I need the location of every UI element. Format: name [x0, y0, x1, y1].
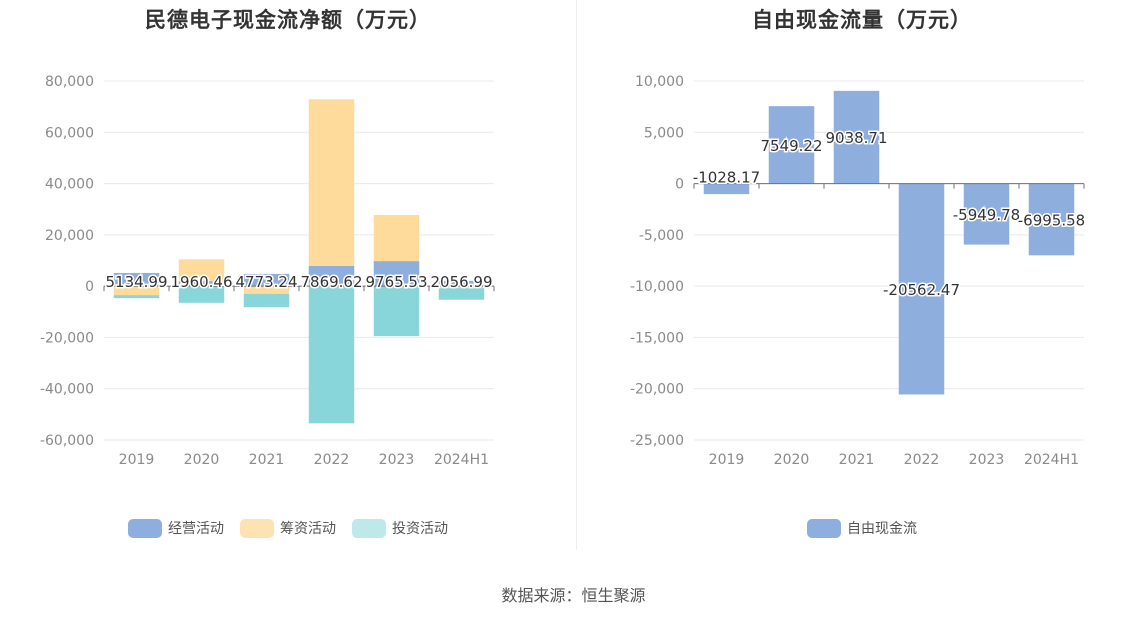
bar	[373, 261, 420, 287]
legend-swatch-free-cash-flow	[807, 518, 841, 538]
data-label: 4773.24	[235, 273, 297, 291]
x-tick-label: 2023	[969, 452, 1005, 468]
x-tick-label: 2019	[119, 452, 155, 468]
bar	[308, 286, 355, 424]
data-label: -6995.58	[1018, 211, 1085, 229]
data-label: 7549.22	[760, 137, 822, 155]
bar	[1028, 183, 1075, 256]
y-tick-label: -10,000	[630, 279, 684, 295]
bar	[438, 288, 485, 300]
panel-divider	[576, 0, 577, 550]
y-tick-label: 20,000	[45, 228, 94, 244]
data-source: 数据来源：恒生聚源	[501, 586, 646, 605]
y-tick-label: -25,000	[630, 433, 684, 449]
bar	[438, 280, 485, 287]
bar	[113, 295, 160, 299]
bar	[178, 286, 225, 303]
bar	[243, 273, 290, 287]
y-tick-label: -5,000	[639, 228, 684, 244]
y-tick-label: -40,000	[40, 382, 94, 398]
x-tick-label: 2020	[184, 452, 220, 468]
x-tick-label: 2021	[839, 452, 875, 468]
cash-flow-chart-title: 民德电子现金流净额（万元）	[145, 8, 431, 32]
x-tick-label: 2024H1	[1024, 452, 1079, 468]
y-tick-label: -60,000	[40, 433, 94, 449]
bar	[373, 286, 420, 337]
y-tick-label: 80,000	[45, 74, 94, 90]
free-cash-flow-chart-title: 自由现金流量（万元）	[752, 8, 972, 32]
y-tick-label: -15,000	[630, 330, 684, 346]
bar	[963, 183, 1010, 245]
legend-item-free-cash-flow[interactable]: 自由现金流	[807, 518, 917, 538]
legend-item-operating[interactable]: 经营活动	[128, 518, 224, 538]
y-tick-label: 0	[675, 177, 684, 193]
x-tick-label: 2021	[249, 452, 285, 468]
data-label: 7869.62	[300, 273, 362, 291]
cash-flow-chart-panel: 民德电子现金流净额（万元） 80,000 60,000 40,000 20,000 0 -…	[0, 0, 576, 560]
free-cash-flow-legend: 自由现金流	[577, 518, 1147, 538]
x-tick-label: 2024H1	[434, 452, 489, 468]
bar	[113, 272, 160, 287]
bar	[438, 286, 485, 289]
bar	[308, 99, 355, 266]
legend-label-operating: 经营活动	[168, 521, 224, 537]
y-tick-label: 5,000	[644, 125, 684, 141]
y-tick-label: 40,000	[45, 177, 94, 193]
legend-label-investing: 投资活动	[392, 521, 448, 537]
x-tick-label: 2022	[314, 452, 350, 468]
bar	[178, 281, 225, 287]
data-label: -20562.47	[883, 281, 960, 299]
legend-swatch-investing	[352, 518, 386, 538]
bar	[243, 286, 290, 294]
x-tick-label: 2020	[774, 452, 810, 468]
bar	[308, 265, 355, 287]
data-label: -1028.17	[693, 169, 760, 187]
y-tick-label: 60,000	[45, 125, 94, 141]
legend-swatch-financing	[240, 518, 274, 538]
data-label: 5134.99	[105, 273, 167, 291]
legend-item-investing[interactable]: 投资活动	[352, 518, 448, 538]
x-tick-label: 2023	[379, 452, 415, 468]
free-cash-flow-chart-panel: 自由现金流量（万元） 10,000 5,000 0 -5,000 -10,000 -15,…	[577, 0, 1147, 560]
bar	[768, 106, 815, 184]
y-tick-label: 0	[85, 279, 94, 295]
y-tick-label: -20,000	[40, 330, 94, 346]
free-cash-flow-bar-chart: 10,000 5,000 0 -5,000 -10,000 -15,000 -20,000 -…	[630, 74, 1087, 468]
legend-swatch-operating	[128, 518, 162, 538]
bar	[113, 286, 160, 296]
bar	[703, 183, 750, 195]
legend-label-free-cash-flow: 自由现金流	[847, 521, 917, 537]
data-label: 2056.99	[430, 273, 492, 291]
y-tick-label: -20,000	[630, 382, 684, 398]
bar	[243, 293, 290, 308]
cash-flow-legend: 经营活动 筹资活动 投资活动	[0, 518, 576, 538]
bar	[833, 90, 880, 184]
data-label: -5949.78	[953, 206, 1020, 224]
data-label: 1960.46	[170, 273, 232, 291]
data-label: 9765.53	[365, 273, 427, 291]
bar	[373, 214, 420, 262]
data-label: 9038.71	[825, 129, 887, 147]
cash-flow-stacked-bar-chart: 80,000 60,000 40,000 20,000 0 -20,000 -40,000 -…	[40, 74, 495, 468]
legend-label-financing: 筹资活动	[280, 521, 336, 537]
legend-item-financing[interactable]: 筹资活动	[240, 518, 336, 538]
x-tick-label: 2019	[709, 452, 745, 468]
bar	[898, 183, 945, 395]
x-tick-label: 2022	[904, 452, 940, 468]
bar	[178, 259, 225, 282]
y-tick-label: 10,000	[635, 74, 684, 90]
